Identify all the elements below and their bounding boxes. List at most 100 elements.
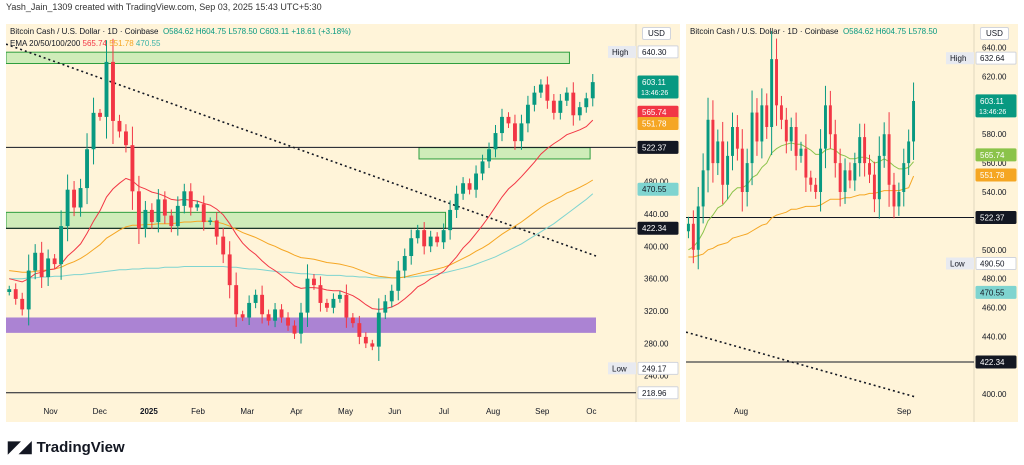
price-label-value: 422.34 <box>642 224 667 233</box>
legend-ohlc-right: O584.62 H604.75 L578.50 <box>842 27 938 36</box>
candle-body <box>13 289 18 299</box>
candle-body <box>136 191 141 229</box>
candle-body <box>396 270 401 291</box>
candle-body <box>260 294 265 315</box>
candle-body <box>480 161 485 174</box>
ema200-line <box>9 193 594 280</box>
y-tick-label: 440.00 <box>982 332 1007 341</box>
price-label-tag: High <box>612 48 628 57</box>
candle-body <box>299 312 303 334</box>
currency-button[interactable]: USD <box>642 27 671 40</box>
legend-ema-label: EMA 20/50/100/200 <box>10 39 81 48</box>
price-label-0 <box>637 45 679 59</box>
candle-body <box>892 184 896 207</box>
x-tick-label: May <box>338 407 353 416</box>
candle-body <box>59 226 64 265</box>
price-label-2 <box>975 148 1017 162</box>
candle-body <box>487 149 491 162</box>
candle-body <box>784 119 788 142</box>
candle-body <box>26 270 31 310</box>
candle-body <box>78 188 83 208</box>
tradingview-logo-icon: ◤◢ <box>8 439 32 456</box>
chart-credit: Yash_Jain_1309 created with TradingView.… <box>6 2 322 12</box>
candle-body <box>221 236 226 255</box>
x-tick-label: Aug <box>486 407 500 416</box>
candle-body <box>833 134 837 164</box>
main-chart-svg[interactable]: 240.00 280.00 320.00 360.00 400.00 440.00 480.… <box>6 24 680 422</box>
candle-body <box>590 82 595 99</box>
y-tick-label: 360.00 <box>644 275 669 284</box>
candle-body <box>716 141 720 164</box>
price-label-value: 632.64 <box>980 54 1005 63</box>
candle-body <box>279 309 284 318</box>
candle-body <box>721 141 725 185</box>
y-tick-label: 540.00 <box>982 188 1007 197</box>
candle-body <box>39 252 44 278</box>
price-label-value: 551.78 <box>980 171 1005 180</box>
y-tick-label: 400.00 <box>982 390 1007 399</box>
candle-body <box>117 120 122 132</box>
zoom-chart-svg[interactable]: 400.00420.00440.00460.00480.00500.00520.… <box>686 24 1018 422</box>
candle-body <box>91 112 96 150</box>
candle-body <box>848 170 852 181</box>
main-chart-panel[interactable]: 240.00 280.00 320.00 360.00 400.00 440.00 480.… <box>6 24 680 422</box>
candle-body <box>868 163 871 175</box>
y-tick-label: 460.00 <box>982 304 1007 313</box>
candle-body <box>519 123 524 142</box>
price-label-3 <box>975 168 1017 182</box>
price-label-value: 522.37 <box>642 143 667 152</box>
candle-body <box>195 204 200 208</box>
zoom-chart-panel[interactable]: 400.00420.00440.00460.00480.00500.00520.… <box>686 24 1018 422</box>
candle-body <box>175 205 180 227</box>
price-label-value: 603.11 <box>980 97 1004 106</box>
candle-body <box>755 112 759 142</box>
legend-ema20-value: 565.74 <box>82 39 107 48</box>
ema20-line <box>9 119 594 310</box>
candle-body <box>273 309 278 321</box>
candle-body <box>85 149 89 189</box>
candle-body <box>828 105 832 135</box>
candle-body <box>726 155 730 185</box>
candle-body <box>72 189 77 208</box>
candle-body <box>46 258 51 278</box>
candle-body <box>234 285 239 315</box>
y-tick-label: 560.00 <box>982 159 1007 168</box>
price-label-0 <box>975 51 1017 65</box>
price-label-3 <box>637 117 679 131</box>
price-label-7 <box>637 361 679 375</box>
candle-body <box>789 127 793 142</box>
candle-body <box>500 116 504 134</box>
price-label-7 <box>975 355 1017 369</box>
candle-body <box>804 148 808 178</box>
candle-body <box>912 101 916 142</box>
candle-body <box>819 148 823 192</box>
candle-body <box>877 155 881 200</box>
candle-body <box>809 177 813 185</box>
candle-body <box>188 191 193 208</box>
candle-body <box>731 127 734 156</box>
candle-body <box>143 209 148 229</box>
price-label-6 <box>637 221 679 235</box>
price-label-value: 470.55 <box>642 185 667 194</box>
candle-body <box>770 59 774 127</box>
candle-body <box>853 163 857 181</box>
y-tick-label: 280.00 <box>644 339 669 348</box>
ema50-line <box>688 175 915 258</box>
y-tick-label: 620.00 <box>982 72 1007 81</box>
price-label-countdown: 13:46:26 <box>641 90 668 97</box>
candle-body <box>111 61 115 121</box>
candle-body <box>65 189 70 227</box>
price-label-tag: High <box>950 54 966 63</box>
candle-body <box>208 220 213 223</box>
candle-body <box>350 317 355 324</box>
candle-body <box>227 254 232 286</box>
currency-button-right[interactable]: USD <box>980 27 1009 40</box>
y-tick-label: 480.00 <box>644 178 669 187</box>
x-tick-label: Aug <box>734 407 748 416</box>
candle-body <box>435 236 440 243</box>
candle-body <box>765 105 769 127</box>
candle-body <box>696 206 700 250</box>
price-label-5 <box>637 182 679 196</box>
y-tick-label: 440.00 <box>644 210 669 219</box>
candle-body <box>907 141 911 164</box>
